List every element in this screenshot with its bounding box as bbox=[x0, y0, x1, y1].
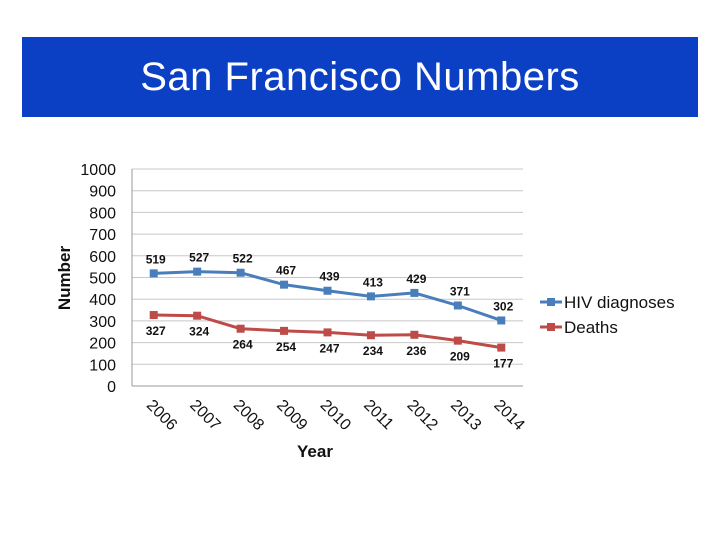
data-labels: 519 527 522 467 439 413 429 371 302 327 324 264 254 2… bbox=[146, 251, 514, 371]
x-tick-label: 2014 bbox=[490, 397, 527, 434]
data-label: 302 bbox=[493, 299, 513, 313]
legend-marker bbox=[547, 298, 555, 306]
series bbox=[149, 267, 506, 352]
y-axis-label: Number bbox=[55, 246, 74, 311]
data-point bbox=[497, 343, 506, 352]
data-point bbox=[149, 311, 158, 320]
data-label: 236 bbox=[406, 344, 426, 358]
data-label: 264 bbox=[233, 338, 253, 352]
y-tick-label: 400 bbox=[89, 292, 116, 309]
slide-title: San Francisco Numbers bbox=[140, 54, 580, 99]
legend: HIV diagnoses Deaths bbox=[540, 293, 675, 337]
y-tick-label: 500 bbox=[89, 271, 116, 288]
x-tick-label: 2011 bbox=[360, 397, 396, 433]
y-tick-label: 100 bbox=[89, 357, 116, 374]
y-tick-label: 900 bbox=[89, 184, 116, 201]
y-tick-label: 300 bbox=[89, 314, 116, 331]
data-label: 234 bbox=[363, 344, 383, 358]
data-point bbox=[410, 330, 419, 339]
data-label: 429 bbox=[406, 272, 426, 286]
legend-label: HIV diagnoses bbox=[564, 293, 675, 312]
legend-marker bbox=[547, 323, 555, 331]
y-tick-label: 800 bbox=[89, 205, 116, 222]
data-point bbox=[236, 268, 245, 277]
x-tick-labels: 2006 2007 2008 2009 2010 2011 2012 2013 2014 bbox=[143, 397, 528, 434]
data-point bbox=[453, 336, 462, 345]
y-tick-label: 200 bbox=[89, 336, 116, 353]
data-point bbox=[193, 311, 202, 320]
data-label: 467 bbox=[276, 264, 296, 278]
data-label: 254 bbox=[276, 340, 296, 354]
data-point bbox=[236, 324, 245, 333]
data-label: 177 bbox=[493, 357, 513, 371]
legend-label: Deaths bbox=[564, 318, 618, 337]
data-label: 439 bbox=[319, 270, 339, 284]
data-label: 413 bbox=[363, 275, 383, 289]
data-point bbox=[366, 292, 375, 301]
x-tick-label: 2007 bbox=[186, 397, 223, 434]
data-label: 327 bbox=[146, 324, 166, 338]
x-tick-label: 2010 bbox=[317, 397, 354, 434]
data-label: 519 bbox=[146, 252, 166, 266]
x-tick-label: 2008 bbox=[230, 397, 267, 434]
data-point bbox=[149, 269, 158, 278]
gridlines bbox=[132, 168, 523, 365]
y-tick-label: 600 bbox=[89, 249, 116, 266]
data-point bbox=[497, 316, 506, 325]
x-tick-label: 2009 bbox=[273, 397, 310, 434]
title-bar: San Francisco Numbers bbox=[22, 37, 698, 117]
data-point bbox=[323, 328, 332, 337]
data-label: 247 bbox=[319, 341, 339, 355]
data-point bbox=[366, 331, 375, 340]
x-tick-label: 2006 bbox=[143, 397, 180, 434]
y-tick-label: 700 bbox=[89, 227, 116, 244]
data-label: 209 bbox=[450, 350, 470, 364]
data-point bbox=[453, 301, 462, 310]
data-label: 522 bbox=[233, 252, 253, 266]
data-label: 324 bbox=[189, 325, 209, 339]
data-point bbox=[193, 267, 202, 276]
data-point bbox=[280, 280, 289, 289]
data-point bbox=[410, 288, 419, 297]
axes bbox=[131, 169, 523, 387]
x-axis-label: Year bbox=[297, 442, 333, 461]
data-label: 527 bbox=[189, 251, 209, 265]
x-tick-label: 2013 bbox=[447, 397, 484, 434]
x-tick-label: 2012 bbox=[404, 397, 441, 434]
data-point bbox=[323, 286, 332, 295]
data-point bbox=[280, 326, 289, 335]
y-tick-labels: 0 100 200 300 400 500 600 700 800 900 1000 bbox=[80, 162, 116, 396]
data-label: 371 bbox=[450, 284, 470, 298]
y-tick-label: 0 bbox=[107, 379, 116, 396]
y-tick-label: 1000 bbox=[80, 162, 116, 179]
